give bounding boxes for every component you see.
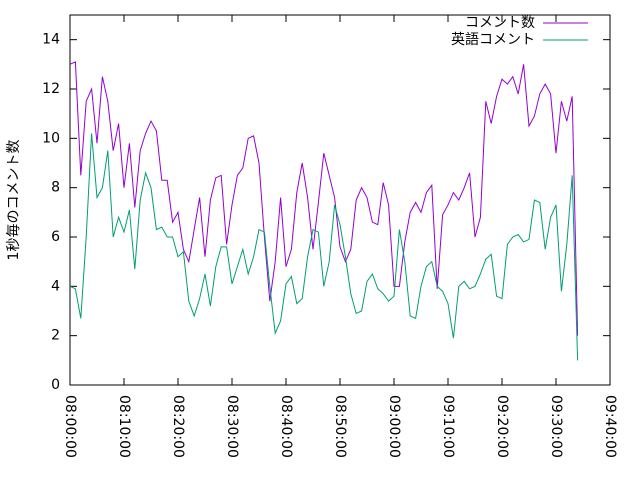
x-tick-label: 08:30:00: [224, 395, 240, 458]
x-tick-label: 09:20:00: [494, 395, 510, 458]
y-tick-label: 12: [42, 81, 60, 97]
legend-label: 英語コメント: [451, 31, 535, 48]
y-tick-label: 14: [42, 32, 60, 48]
x-tick-label: 08:10:00: [116, 395, 132, 458]
x-tick-label: 08:20:00: [170, 395, 186, 458]
x-tick-label: 08:00:00: [62, 395, 78, 458]
x-tick-label: 09:10:00: [440, 395, 456, 458]
y-tick-label: 0: [51, 377, 60, 393]
plot-border: [69, 14, 611, 386]
y-tick-label: 6: [51, 229, 60, 245]
y-axis-label: 1秒毎のコメント数: [6, 140, 22, 261]
x-tick-label: 08:50:00: [332, 395, 348, 458]
y-tick-label: 8: [51, 180, 60, 196]
x-tick-label: 09:30:00: [548, 395, 564, 458]
x-tick-label: 09:40:00: [602, 395, 618, 458]
x-tick-label: 08:40:00: [278, 395, 294, 458]
y-tick-label: 10: [42, 130, 60, 146]
y-tick-label: 4: [51, 278, 60, 294]
series-line: [69, 133, 579, 361]
x-tick-label: 09:00:00: [386, 395, 402, 458]
legend-label: コメント数: [465, 15, 535, 31]
y-tick-label: 2: [51, 328, 60, 344]
series-line: [69, 61, 579, 336]
